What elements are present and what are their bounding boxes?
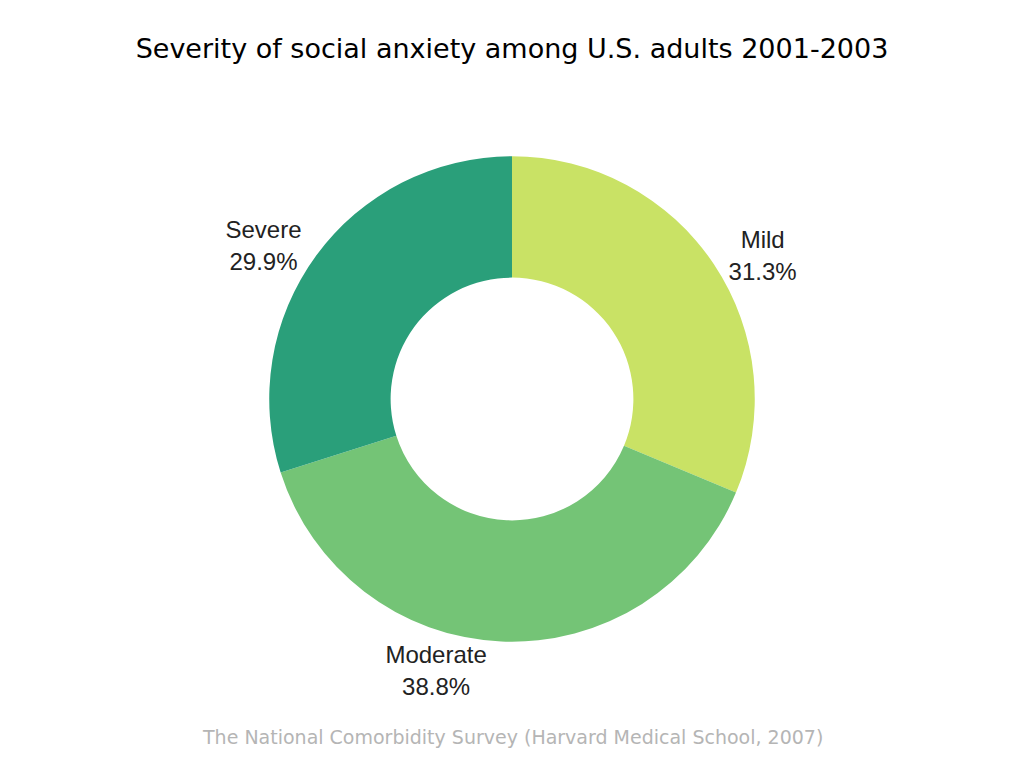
- svg-text:Severe29.9%: Severe29.9%: [225, 216, 301, 274]
- svg-text:Mild31.3%: Mild31.3%: [729, 226, 797, 284]
- svg-text:Severity of social anxiety amo: Severity of social anxiety among U.S. ad…: [136, 33, 889, 64]
- svg-text:Moderate38.8%: Moderate38.8%: [385, 641, 486, 699]
- svg-text:The National Comorbidity Surve: The National Comorbidity Survey (Harvard…: [202, 726, 823, 748]
